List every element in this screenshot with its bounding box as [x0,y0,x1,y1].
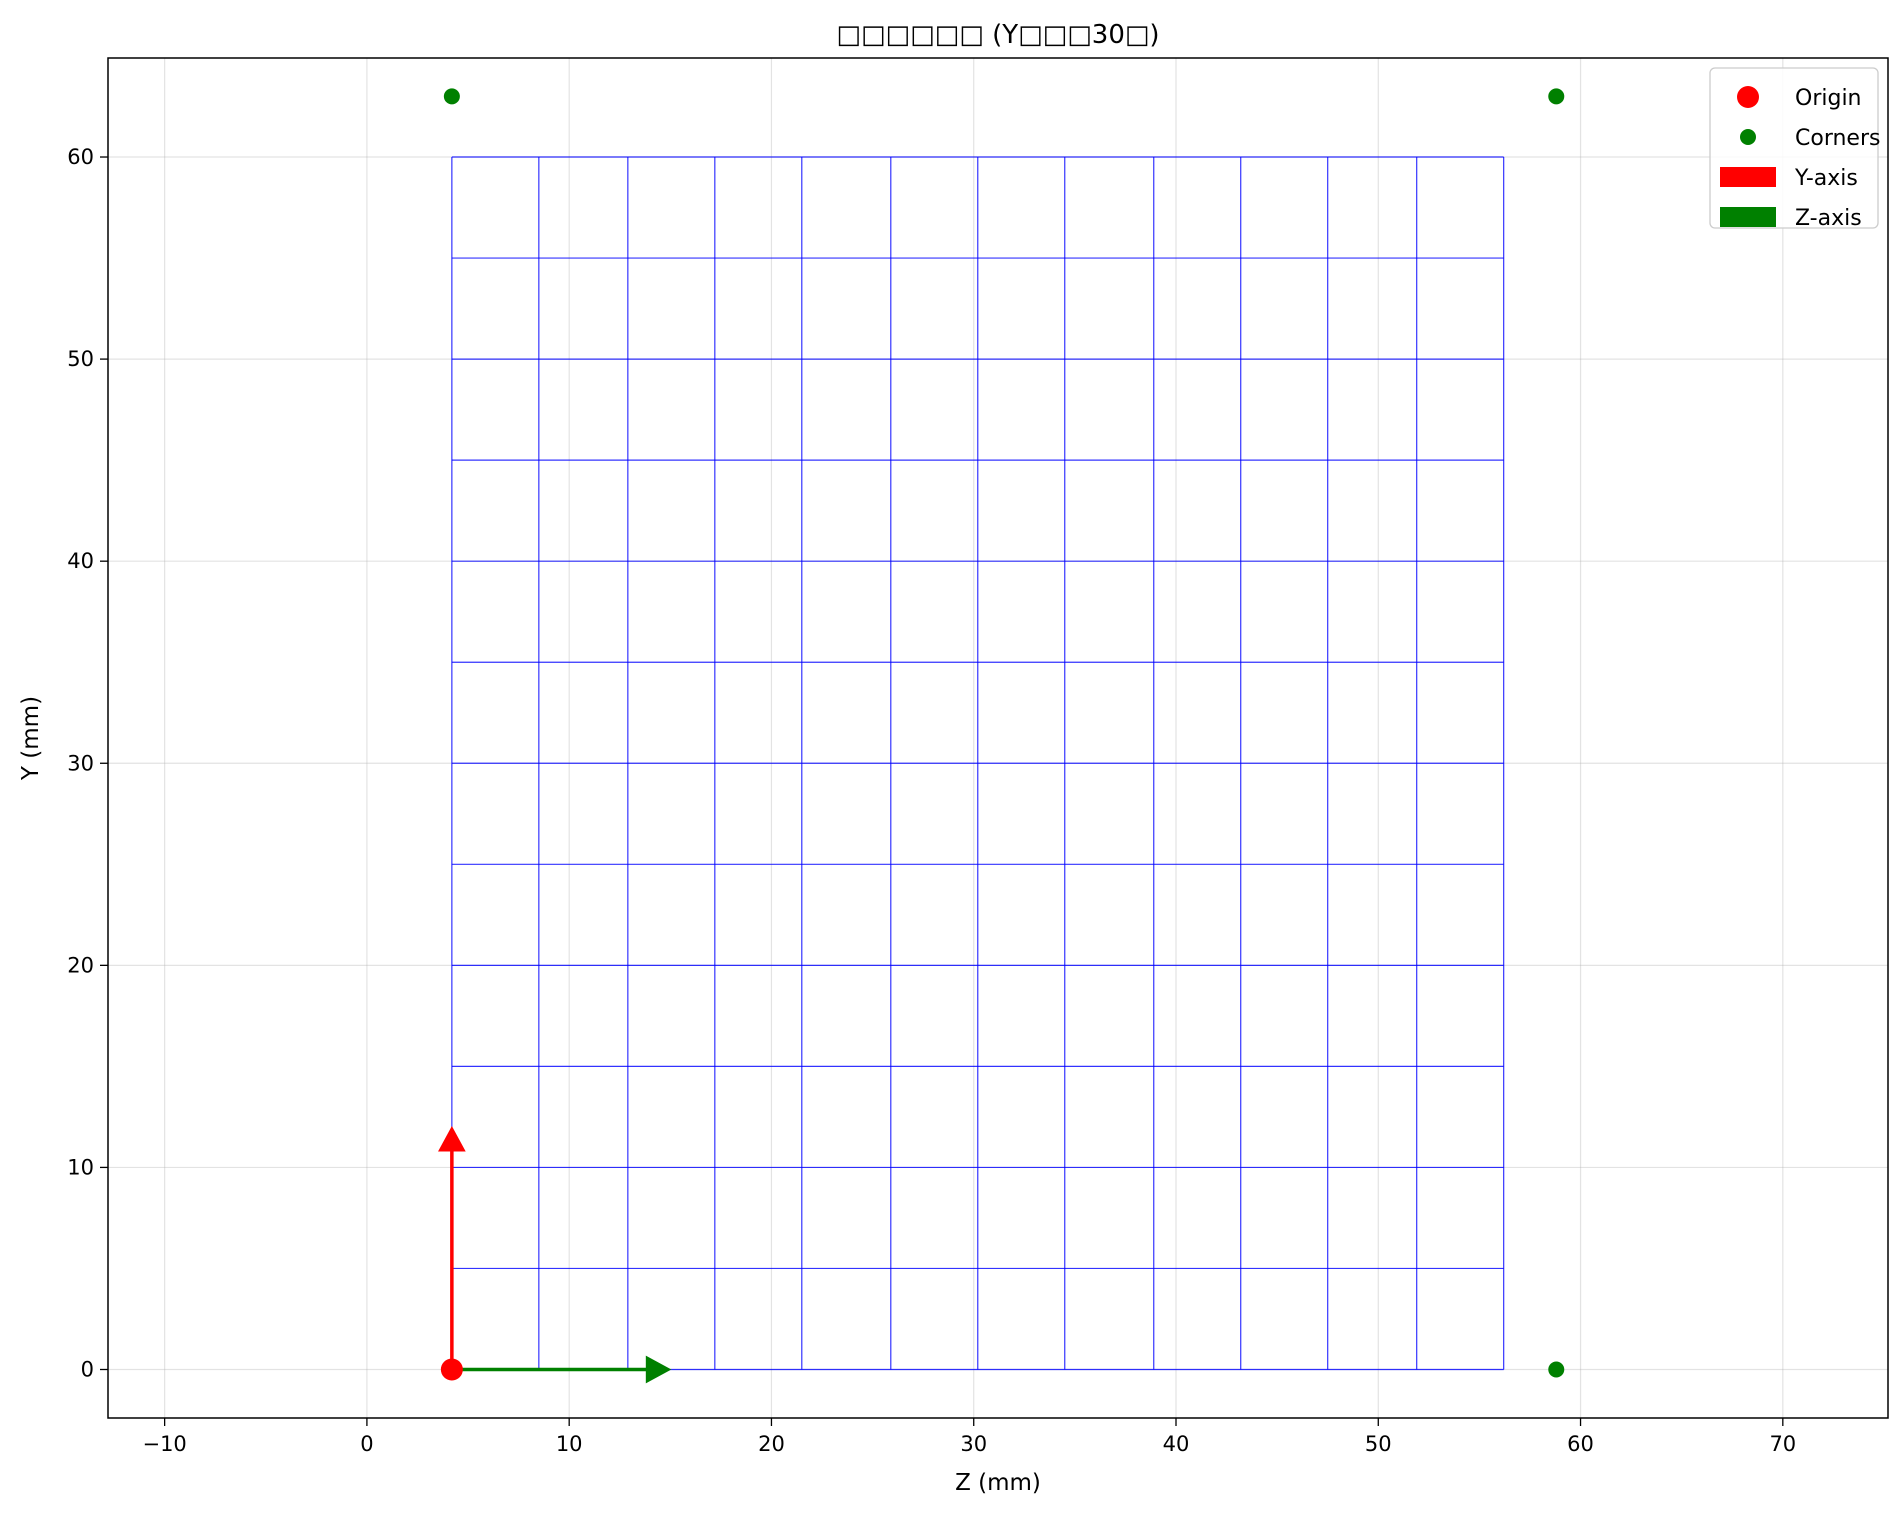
legend-marker-origin [1737,86,1759,108]
x-tick-label: 10 [556,1432,583,1456]
marks-layer [438,88,1565,1384]
legend-marker-corners [1740,129,1756,145]
chart-title: □□□□□□ (Y□□□30□) [836,20,1159,50]
x-tick-label: 40 [1163,1432,1190,1456]
legend-label-z-axis: Z-axis [1795,206,1862,231]
x-tick-label: 20 [758,1432,785,1456]
legend-label-corners: Corners [1795,126,1880,151]
x-tick-label: 50 [1365,1432,1392,1456]
z-axis-arrow [451,1355,672,1384]
y-axis-arrow [438,1125,466,1371]
legend-label-origin: Origin [1795,86,1862,111]
y-tick-label: 60 [67,145,94,169]
corner-point [1548,1361,1565,1378]
legend-label-y-axis: Y-axis [1794,166,1858,191]
mesh-layer [451,156,1505,1371]
legend-marker-y-axis [1720,167,1776,187]
y-axis-label: Y (mm) [18,696,44,781]
corner-point [443,88,460,105]
x-tick-label: 60 [1567,1432,1594,1456]
y-tick-label: 40 [67,549,94,573]
legend-marker-z-axis [1720,207,1776,227]
y-tick-label: 10 [67,1155,94,1179]
x-tick-label: 0 [360,1432,373,1456]
origin-point [440,1358,463,1381]
x-tick-label: 70 [1769,1432,1796,1456]
x-tick-label: −10 [142,1432,186,1456]
x-tick-label: 30 [960,1432,987,1456]
y-tick-label: 20 [67,953,94,977]
legend-box [1709,67,1879,229]
legend: Origin Corners Y-axis Z-axis [1709,67,1880,231]
y-tick-label: 50 [67,347,94,371]
y-tick-label: 30 [67,751,94,775]
y-tick-label: 0 [81,1358,94,1382]
x-axis-label: Z (mm) [955,1470,1041,1496]
corner-point [1548,88,1565,105]
ticks-layer: −10 0 10 20 30 40 50 60 70 0 10 20 30 40 50 60 [67,145,1796,1456]
plot-frame [107,57,1889,1419]
